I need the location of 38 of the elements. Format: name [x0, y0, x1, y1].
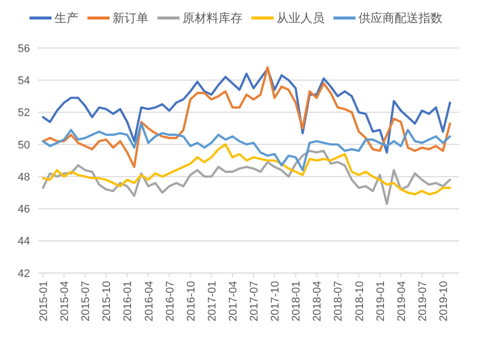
line-series: [42, 150, 452, 205]
x-tick-label: 2015-07: [80, 281, 92, 322]
x-tick-label: 2018-10: [354, 281, 366, 322]
y-tick-label: 44: [18, 236, 30, 248]
x-tick-label: 2016-04: [143, 281, 156, 322]
x-tick-label: 2019-10: [438, 281, 450, 322]
legend-label: 新订单: [112, 11, 148, 26]
y-tick-label: 56: [18, 42, 30, 55]
x-tick-label: 2017-01: [206, 281, 218, 322]
x-tick-label: 2017-07: [248, 281, 261, 322]
x-tick-label: 2019-01: [374, 281, 387, 322]
legend-label: 原材料库存: [182, 11, 242, 26]
x-tick-label: 2019-04: [396, 281, 408, 322]
y-tick-label: 48: [18, 171, 30, 184]
line-series: [42, 143, 452, 196]
line-series: [42, 66, 452, 168]
x-tick-label: 2015-10: [101, 281, 114, 322]
y-tick-label: 42: [18, 268, 30, 280]
line-series: [42, 68, 452, 154]
y-tick-label: 52: [18, 107, 30, 120]
x-tick-label: 2016-01: [122, 281, 134, 322]
x-tick-label: 2018-04: [312, 281, 324, 322]
x-tick-label: 2016-07: [164, 281, 176, 322]
x-tick-label: 2015-01: [38, 281, 50, 322]
y-tick-label: 46: [18, 204, 30, 216]
x-tick-label: 2015-04: [59, 281, 72, 322]
x-tick-label: 2018-01: [290, 281, 303, 322]
line-series: [42, 122, 452, 172]
legend-label: 生产: [54, 11, 78, 26]
y-tick-label: 54: [18, 74, 30, 87]
x-tick-label: 2017-10: [270, 281, 282, 322]
x-tick-label: 2017-04: [227, 281, 240, 322]
x-tick-label: 2018-07: [332, 281, 345, 322]
legend-label: 供应商配送指数: [358, 11, 442, 26]
x-tick-label: 2019-07: [416, 281, 429, 322]
legend-label: 从业人员: [276, 11, 324, 26]
x-tick-label: 2016-10: [185, 281, 198, 322]
y-tick-label: 50: [18, 139, 30, 152]
